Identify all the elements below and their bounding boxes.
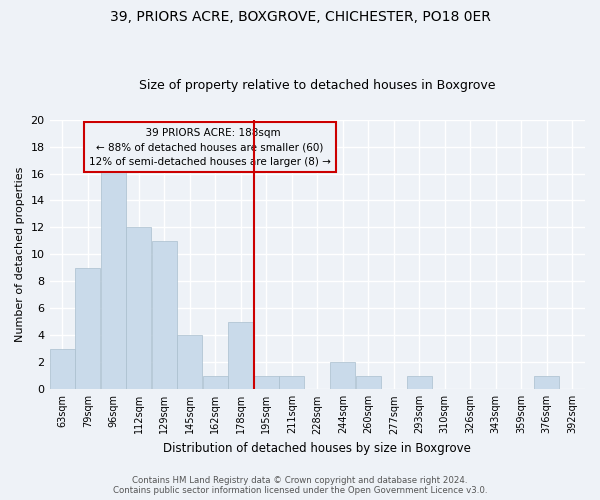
Bar bbox=[127, 228, 151, 390]
Bar bbox=[229, 322, 253, 390]
Y-axis label: Number of detached properties: Number of detached properties bbox=[15, 166, 25, 342]
Bar bbox=[203, 376, 227, 390]
X-axis label: Distribution of detached houses by size in Boxgrove: Distribution of detached houses by size … bbox=[163, 442, 471, 455]
Bar bbox=[254, 376, 278, 390]
Bar bbox=[76, 268, 100, 390]
Bar bbox=[178, 336, 202, 390]
Text: Contains HM Land Registry data © Crown copyright and database right 2024.
Contai: Contains HM Land Registry data © Crown c… bbox=[113, 476, 487, 495]
Bar bbox=[50, 349, 74, 390]
Bar bbox=[331, 362, 355, 390]
Bar bbox=[280, 376, 304, 390]
Bar bbox=[535, 376, 559, 390]
Bar bbox=[152, 241, 176, 390]
Text: 39, PRIORS ACRE, BOXGROVE, CHICHESTER, PO18 0ER: 39, PRIORS ACRE, BOXGROVE, CHICHESTER, P… bbox=[110, 10, 490, 24]
Bar bbox=[101, 160, 125, 390]
Bar bbox=[356, 376, 380, 390]
Text: 39 PRIORS ACRE: 188sqm
← 88% of detached houses are smaller (60)
12% of semi-det: 39 PRIORS ACRE: 188sqm ← 88% of detached… bbox=[89, 128, 331, 167]
Bar bbox=[407, 376, 431, 390]
Title: Size of property relative to detached houses in Boxgrove: Size of property relative to detached ho… bbox=[139, 79, 496, 92]
